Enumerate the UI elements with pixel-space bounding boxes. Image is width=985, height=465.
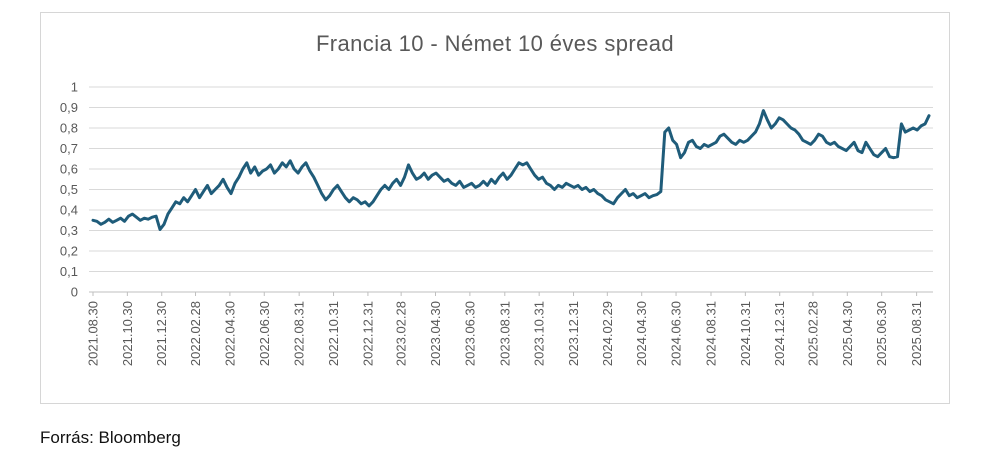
- x-axis-label: 2023.04.30: [428, 301, 443, 366]
- x-axis-label: 2022.02.28: [188, 301, 203, 366]
- y-axis-label: 0,6: [60, 162, 78, 177]
- x-axis-label: 2024.04.30: [634, 301, 649, 366]
- x-axis-label: 2021.08.30: [86, 301, 101, 366]
- chart-card: Francia 10 - Német 10 éves spread 0 0,1 0,…: [40, 12, 950, 404]
- y-axis-label: 0: [71, 285, 78, 300]
- x-axis-label: 2025.08.31: [909, 301, 924, 366]
- x-axis-label: 2021.12.30: [154, 301, 169, 366]
- x-axis-label: 2023.06.30: [462, 301, 477, 366]
- y-axis-label: 1: [71, 80, 78, 95]
- y-axis-label: 0,3: [60, 223, 78, 238]
- spread-chart: 0 0,1 0,2 0,3 0,4 0,5 0,6 0,7 0,8 0,9 1 2021.08.30 2…: [60, 80, 933, 366]
- x-axis-label: 2022.12.31: [360, 301, 375, 366]
- y-axis-label: 0,2: [60, 244, 78, 259]
- y-axis-label: 0,8: [60, 121, 78, 136]
- x-axis-label: 2025.04.30: [840, 301, 855, 366]
- y-axis-label: 0,1: [60, 264, 78, 279]
- x-axis-label: 2023.08.31: [497, 301, 512, 366]
- spread-line: [91, 109, 931, 231]
- x-axis-label: 2024.02.29: [600, 301, 615, 366]
- x-axis-label: 2024.06.30: [669, 301, 684, 366]
- source-label: Forrás: Bloomberg: [40, 428, 181, 447]
- x-axis-label: 2022.08.31: [292, 301, 307, 366]
- x-axis-label: 2021.10.30: [120, 301, 135, 366]
- x-axis-label: 2023.02.28: [394, 301, 409, 366]
- y-axis-label: 0,4: [60, 203, 78, 218]
- x-axis-label: 2024.10.31: [738, 301, 753, 366]
- x-axis-label: 2022.10.31: [326, 301, 341, 366]
- x-axis-label: 2023.10.31: [532, 301, 547, 366]
- x-axis-label: 2023.12.31: [566, 301, 581, 366]
- x-axis-label: 2024.08.31: [703, 301, 718, 366]
- x-axis-label: 2025.02.28: [805, 301, 820, 366]
- x-axis-label: 2022.04.30: [222, 301, 237, 366]
- chart-title: Francia 10 - Német 10 éves spread: [315, 31, 675, 56]
- x-axis-label: 2024.12.31: [772, 301, 787, 366]
- y-axis-label: 0,7: [60, 141, 78, 156]
- x-axis-label: 2022.06.30: [257, 301, 272, 366]
- y-axis-label: 0,5: [60, 182, 78, 197]
- y-axis-label: 0,9: [60, 100, 78, 115]
- x-axis-label: 2025.06.30: [874, 301, 889, 366]
